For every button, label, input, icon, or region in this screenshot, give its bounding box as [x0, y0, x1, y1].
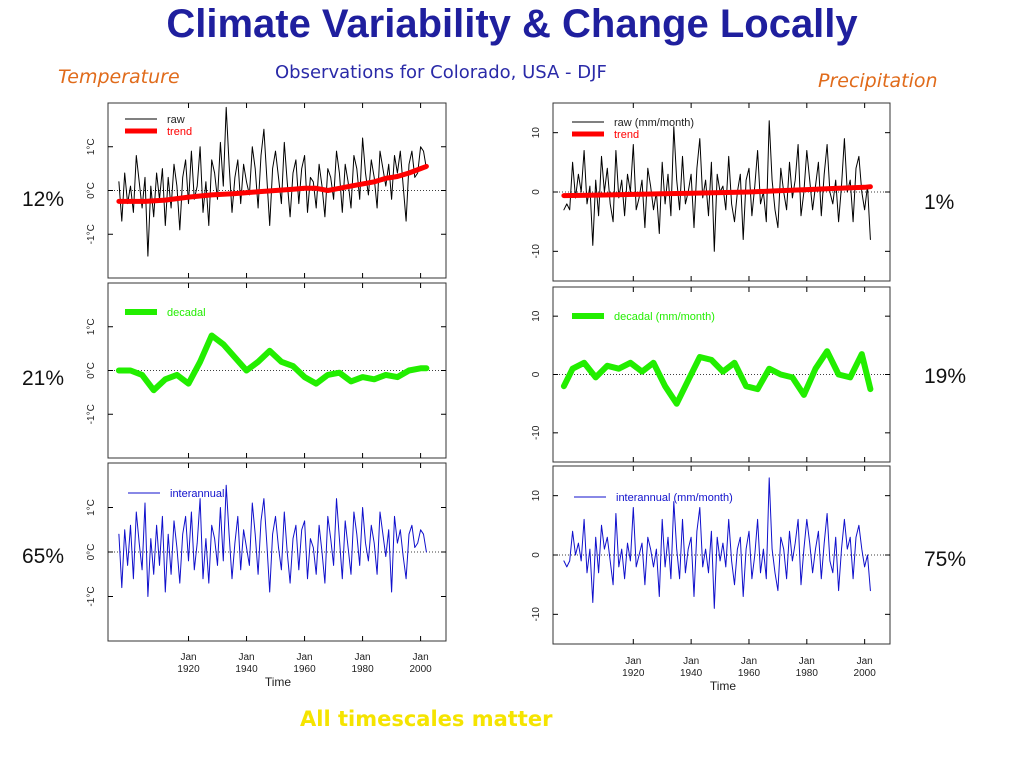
y-tick-label: 0	[531, 552, 542, 558]
y-tick-label: 1°C	[86, 138, 97, 155]
x-tick-label: Jan	[180, 652, 196, 663]
x-tick-label: Jan	[296, 652, 312, 663]
precip-raw-percent: 1%	[924, 191, 955, 214]
legend-label: decadal	[167, 307, 206, 319]
y-tick-label: -1°C	[86, 404, 97, 424]
temp-raw-percent: 12%	[22, 188, 65, 211]
interannual-series-line	[563, 477, 871, 609]
precipitation-heading: Precipitation	[818, 70, 938, 92]
x-tick-label: 1940	[680, 668, 703, 679]
y-tick-label: 0	[531, 189, 542, 195]
legend-label: decadal (mm/month)	[614, 311, 715, 323]
y-tick-label: -10	[531, 244, 542, 259]
x-axis-title: Time	[265, 675, 292, 689]
x-tick-label: 2000	[854, 668, 877, 679]
y-tick-label: -1°C	[86, 224, 97, 244]
x-tick-label: Jan	[799, 656, 815, 667]
precip-interannual-percent: 75%	[924, 548, 967, 571]
temp-decadal-percent: 21%	[22, 367, 65, 390]
x-tick-label: 1980	[351, 664, 374, 675]
x-tick-label: Jan	[857, 656, 873, 667]
y-tick-label: 0°C	[86, 544, 97, 561]
trend-series-line	[561, 184, 873, 199]
legend-label: trend	[614, 129, 639, 141]
temp-interannual-panel: 1°C 0°C -1°C interannual	[86, 462, 447, 642]
y-tick-label: 0°C	[86, 182, 97, 199]
decadal-series-line	[115, 332, 430, 394]
y-tick-label: 0°C	[86, 362, 97, 379]
precip-raw-panel: 10 0 -10 raw (mm/month)trend	[531, 102, 891, 282]
temp-interannual-percent: 65%	[22, 545, 65, 568]
x-tick-label: Jan	[238, 652, 254, 663]
x-tick-label: 1960	[293, 664, 316, 675]
x-tick-label: 1940	[235, 664, 258, 675]
interannual-series-line	[118, 484, 427, 597]
x-tick-label: 1980	[796, 668, 819, 679]
x-tick-label: 1920	[177, 664, 200, 675]
y-tick-label: 1°C	[86, 499, 97, 516]
precip-decadal-percent: 19%	[924, 365, 967, 388]
page-title: Climate Variability & Change Locally	[166, 2, 858, 46]
x-axis-title: Time	[710, 679, 737, 693]
y-tick-label: -10	[531, 425, 542, 440]
x-tick-label: Jan	[683, 656, 699, 667]
plot-frame	[107, 282, 447, 459]
decadal-series-line	[560, 348, 874, 407]
x-tick-label: 2000	[409, 664, 432, 675]
legend-label: trend	[167, 126, 192, 138]
y-tick-label: 10	[531, 490, 542, 502]
raw-series-line	[563, 120, 871, 252]
subtitle: Observations for Colorado, USA - DJF	[275, 62, 607, 83]
legend-label: raw (mm/month)	[614, 117, 694, 129]
x-tick-label: Jan	[741, 656, 757, 667]
footer-note: All timescales matter	[300, 707, 553, 731]
y-tick-label: -1°C	[86, 586, 97, 606]
x-tick-label: Jan	[355, 652, 371, 663]
y-tick-label: 10	[531, 310, 542, 322]
x-tick-label: Jan	[625, 656, 641, 667]
y-tick-label: 1°C	[86, 318, 97, 335]
temperature-heading: Temperature	[58, 66, 180, 88]
trend-series-line	[116, 163, 429, 204]
legend-label: raw	[167, 114, 185, 126]
x-tick-label: 1960	[738, 668, 761, 679]
x-tick-label: Jan	[413, 652, 429, 663]
x-tick-label: 1920	[622, 668, 645, 679]
precip-decadal-panel: 10 0 -10 decadal (mm/month)	[531, 286, 891, 463]
legend-label: interannual (mm/month)	[616, 492, 733, 504]
y-tick-label: 10	[531, 127, 542, 139]
precip-interannual-panel: 10 0 -10 interannual (mm/month)	[531, 465, 891, 645]
y-tick-label: 0	[531, 371, 542, 377]
temp-decadal-panel: 1°C 0°C -1°C decadal	[86, 282, 447, 459]
legend-label: interannual	[170, 488, 224, 500]
y-tick-label: -10	[531, 607, 542, 622]
